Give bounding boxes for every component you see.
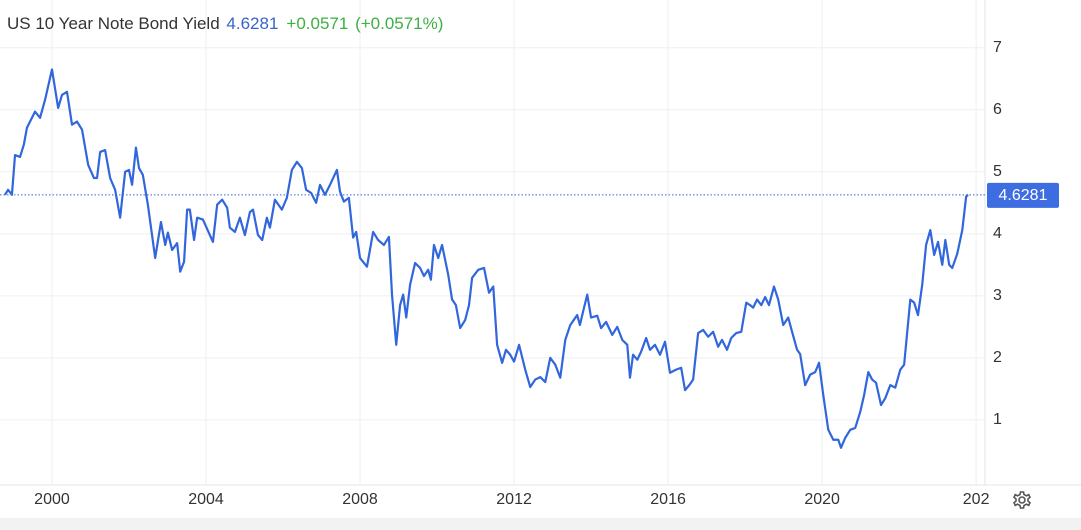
x-tick-label: 2008 [342,491,378,508]
y-tick-label: 5 [993,163,1002,180]
y-tick-label: 3 [993,287,1002,304]
last-value-label: 4.6281 [999,187,1048,204]
x-tick-label: 2016 [650,491,686,508]
settings-icon[interactable] [1013,491,1031,509]
bottom-bar [0,518,1081,530]
yield-line [4,68,969,449]
x-tick-label: 2020 [804,491,840,508]
y-tick-label: 2 [993,349,1002,366]
chart-title: US 10 Year Note Bond Yield [7,14,220,33]
change: +0.0571 [286,14,349,33]
y-tick-label: 6 [993,101,1002,118]
last-value: 4.6281 [226,14,279,33]
x-tick-label: 2012 [496,491,532,508]
x-tick-label: 2000 [34,491,70,508]
x-tick-label: 202 [963,491,990,508]
settings-icon-gear [1013,491,1031,509]
y-tick-label: 4 [993,225,1002,242]
change-percent: (+0.0571%) [355,14,444,33]
settings-icon-center [1018,496,1026,504]
y-tick-label: 1 [993,411,1002,428]
last-value-tag [987,182,1059,208]
x-tick-label: 2004 [188,491,224,508]
chart-header: US 10 Year Note Bond Yield 4.6281 +0.0571… [7,14,443,34]
grid [0,0,985,485]
y-tick-label: 7 [993,39,1002,56]
